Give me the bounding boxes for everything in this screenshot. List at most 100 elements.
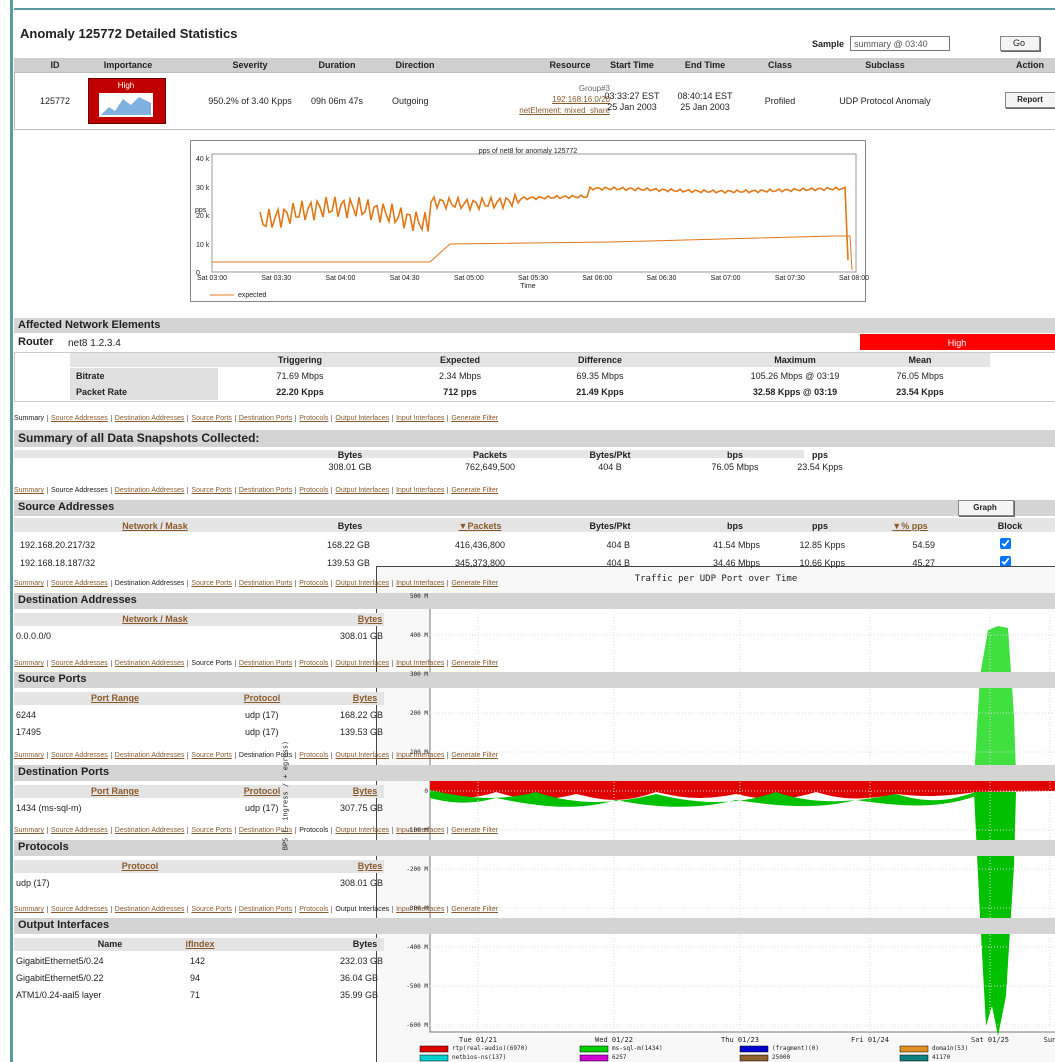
column-header[interactable]: bps: [726, 521, 743, 531]
nav-link[interactable]: Destination Ports: [234, 660, 296, 667]
nav-link: Summary: [14, 415, 44, 422]
nav-link[interactable]: Generate Filter: [447, 580, 502, 587]
nav-link[interactable]: Source Ports: [187, 487, 235, 494]
nav-link[interactable]: Destination Addresses: [110, 906, 188, 913]
nav-link[interactable]: Source Addresses: [46, 906, 111, 913]
nav-link[interactable]: Source Addresses: [46, 752, 111, 759]
column-header[interactable]: Network / Mask: [122, 521, 188, 531]
nav-link[interactable]: Protocols: [295, 487, 332, 494]
nav-link[interactable]: Destination Addresses: [110, 660, 188, 667]
nav-link[interactable]: Source Ports: [187, 752, 235, 759]
block-checkbox[interactable]: [1000, 538, 1011, 549]
column-header[interactable]: Port Range: [90, 693, 139, 703]
nav-link[interactable]: Destination Addresses: [110, 752, 188, 759]
nav-link[interactable]: Destination Addresses: [110, 487, 188, 494]
nav-link[interactable]: Output Interfaces: [331, 487, 393, 494]
column-header[interactable]: ▼% pps: [892, 521, 928, 531]
nav-link[interactable]: Source Ports: [187, 415, 235, 422]
column-header[interactable]: Bytes/Pkt: [589, 521, 631, 531]
nav-link[interactable]: Destination Addresses: [110, 827, 188, 834]
button[interactable]: [1000, 36, 1040, 51]
nav-link[interactable]: Destination Ports: [234, 487, 296, 494]
cell: GigabitEthernet5/0.22: [16, 973, 104, 983]
column-header[interactable]: Protocol: [243, 786, 281, 796]
nav-link[interactable]: Summary: [14, 660, 44, 667]
nav-link[interactable]: Protocols: [295, 752, 332, 759]
nav-link[interactable]: Source Ports: [187, 580, 235, 587]
nav-link[interactable]: Protocols: [295, 660, 332, 667]
nav-link[interactable]: Protocols: [295, 906, 332, 913]
nav-link[interactable]: Generate Filter: [447, 487, 502, 494]
cell: 712 pps: [443, 387, 477, 397]
y-tick-label: -500 M: [406, 983, 428, 990]
nav-link[interactable]: Output Interfaces: [331, 660, 393, 667]
cell: udp (17): [245, 803, 279, 813]
chart-title: Traffic per UDP Port over Time: [634, 574, 798, 584]
section-bar: [14, 593, 1055, 609]
column-header[interactable]: Name: [97, 939, 123, 949]
nav-link[interactable]: Destination Ports: [234, 906, 296, 913]
column-header[interactable]: Bytes: [352, 693, 378, 703]
table-header-bg: [14, 613, 384, 626]
column-header[interactable]: pps: [811, 521, 828, 531]
nav-link[interactable]: Input Interfaces: [392, 906, 448, 913]
nav-link[interactable]: Output Interfaces: [331, 580, 393, 587]
column-header[interactable]: Protocol: [121, 861, 159, 871]
column-header[interactable]: Bytes: [352, 939, 378, 949]
nav-link[interactable]: Protocols: [295, 580, 332, 587]
plot-frame: [429, 595, 1055, 1033]
sample-select[interactable]: [850, 36, 950, 51]
nav-link[interactable]: Output Interfaces: [331, 415, 393, 422]
nav-link[interactable]: Output Interfaces: [331, 827, 393, 834]
column-header[interactable]: Port Range: [90, 786, 139, 796]
table-header-bg: [14, 692, 384, 705]
nav-link[interactable]: Input Interfaces: [392, 487, 448, 494]
column-header[interactable]: Bytes: [357, 614, 383, 624]
button-label[interactable]: Graph: [973, 503, 997, 512]
nav-link[interactable]: Generate Filter: [447, 660, 502, 667]
nav-link[interactable]: Source Addresses: [46, 827, 111, 834]
button-label[interactable]: Report: [1017, 95, 1043, 104]
nav-link[interactable]: Source Addresses: [46, 660, 111, 667]
nav-link[interactable]: Generate Filter: [447, 415, 502, 422]
nav-link[interactable]: Generate Filter: [447, 827, 502, 834]
nav-link[interactable]: Output Interfaces: [331, 752, 393, 759]
nav-link[interactable]: Summary: [14, 752, 44, 759]
nav-link[interactable]: Input Interfaces: [392, 752, 448, 759]
nav-link[interactable]: Protocols: [295, 415, 332, 422]
button[interactable]: [1005, 92, 1055, 108]
column-header[interactable]: Bytes: [352, 786, 378, 796]
nav-link[interactable]: Source Addresses: [46, 415, 111, 422]
nav-link[interactable]: Destination Addresses: [110, 415, 188, 422]
nav-link[interactable]: Input Interfaces: [392, 827, 448, 834]
column-header[interactable]: Bytes: [337, 521, 363, 531]
nav-link[interactable]: Input Interfaces: [392, 660, 448, 667]
nav-link[interactable]: Generate Filter: [447, 906, 502, 913]
column-header: Action: [1016, 60, 1044, 70]
nav-link[interactable]: Source Addresses: [46, 580, 111, 587]
column-header[interactable]: Network / Mask: [122, 614, 188, 624]
nav-link[interactable]: Summary: [14, 906, 44, 913]
nav-link[interactable]: Summary: [14, 827, 44, 834]
nav-link[interactable]: Input Interfaces: [392, 415, 448, 422]
nav-link[interactable]: Source Ports: [187, 906, 235, 913]
column-header[interactable]: ▼Packets: [458, 521, 502, 531]
button-label[interactable]: Go: [1012, 38, 1025, 48]
legend-label: domain(53): [932, 1045, 969, 1052]
nav-link[interactable]: Destination Ports: [234, 827, 296, 834]
nav-link[interactable]: Destination Ports: [234, 415, 296, 422]
nav-link[interactable]: Input Interfaces: [392, 580, 448, 587]
nav-link[interactable]: Source Ports: [187, 827, 235, 834]
column-header[interactable]: ifIndex: [185, 939, 215, 949]
nav-link[interactable]: Generate Filter: [447, 752, 502, 759]
left-border: [10, 0, 13, 1062]
cell: 307.75 GB: [340, 803, 384, 813]
column-header[interactable]: Bytes: [357, 861, 383, 871]
nav-link[interactable]: Summary: [14, 580, 44, 587]
column-header[interactable]: Protocol: [243, 693, 281, 703]
block-checkbox[interactable]: [1000, 556, 1011, 567]
button[interactable]: [958, 500, 1014, 516]
cell: 308.01 GB: [340, 631, 384, 641]
nav-link[interactable]: Destination Ports: [234, 580, 296, 587]
nav-link[interactable]: Summary: [14, 487, 44, 494]
